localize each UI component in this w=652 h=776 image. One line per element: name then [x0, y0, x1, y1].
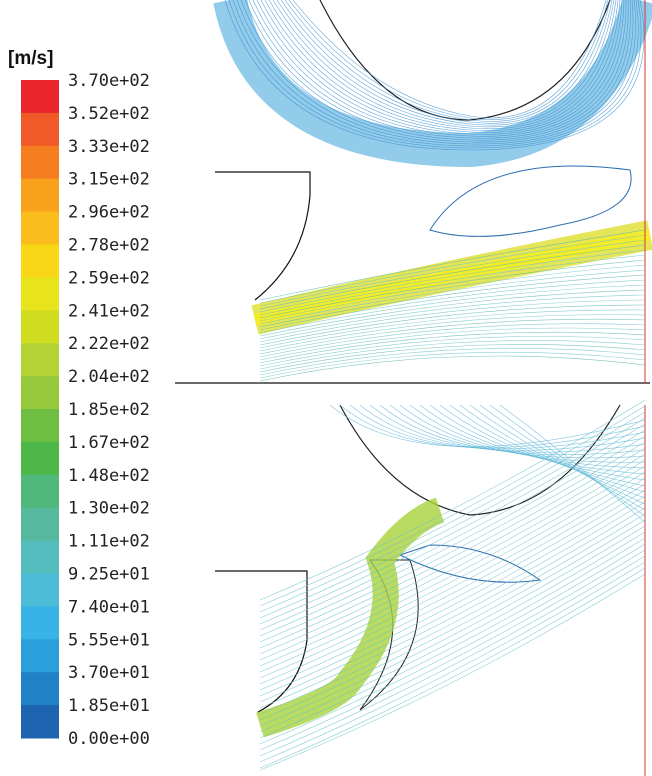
- color-band: [21, 113, 59, 146]
- streamline: [260, 336, 645, 366]
- color-band: [21, 343, 59, 376]
- color-band: [21, 606, 59, 639]
- colorbar-label: 5.55e+01: [68, 630, 150, 650]
- color-band: [21, 376, 59, 409]
- color-band: [21, 80, 59, 113]
- colorbar-label: 7.40e+01: [68, 597, 150, 617]
- streamline: [260, 484, 645, 684]
- colorbar-label: 2.59e+02: [68, 268, 150, 288]
- color-band: [21, 179, 59, 212]
- color-band: [21, 541, 59, 574]
- streamline: [260, 478, 645, 678]
- streamline: [420, 405, 645, 474]
- color-band: [21, 212, 59, 245]
- streamline: [260, 412, 645, 612]
- streamline: [260, 574, 645, 770]
- color-band: [21, 705, 59, 738]
- streamline: [260, 406, 645, 606]
- streamline: [490, 405, 645, 516]
- colorbar-label: 2.96e+02: [68, 203, 150, 223]
- streamline: [260, 356, 645, 381]
- streamline: [410, 405, 645, 468]
- colorbar-label: 3.15e+02: [68, 170, 150, 190]
- colorbar-label: 9.25e+01: [68, 565, 150, 585]
- colorbar-label: 3.52e+02: [68, 104, 150, 124]
- streamline: [260, 550, 645, 750]
- streamline: [260, 430, 645, 630]
- colorbar-label: 1.48e+02: [68, 466, 150, 486]
- streamline: [260, 508, 645, 708]
- colorbar-label: 2.41e+02: [68, 301, 150, 321]
- color-band: [21, 639, 59, 672]
- color-band: [21, 574, 59, 607]
- colorbar-label: 0.00e+00: [68, 729, 150, 749]
- colorbar-label: 2.78e+02: [68, 236, 150, 256]
- streamline: [260, 562, 645, 762]
- color-band: [21, 146, 59, 179]
- colorbar: 3.70e+02 3.52e+02 3.33e+02 3.15e+02 2.96e+02…: [21, 71, 150, 749]
- streamline: [260, 418, 645, 618]
- color-band: [21, 442, 59, 475]
- streamline: [260, 490, 645, 690]
- colorbar-label: 1.30e+02: [68, 499, 150, 519]
- colorbar-label: 1.67e+02: [68, 433, 150, 453]
- color-band: [21, 310, 59, 343]
- colorbar-label: 2.22e+02: [68, 334, 150, 354]
- colorbar-label: 3.33e+02: [68, 137, 150, 157]
- streamline: [260, 556, 645, 756]
- streamline: [260, 352, 645, 378]
- color-band: [21, 508, 59, 541]
- streamline: [260, 502, 645, 702]
- flow-field: [175, 0, 650, 776]
- colorbar-label: 3.70e+02: [68, 71, 150, 91]
- colorbar-label: 1.11e+02: [68, 532, 150, 552]
- color-band: [21, 475, 59, 508]
- colorbar-label: 1.85e+01: [68, 696, 150, 716]
- streamline: [260, 436, 645, 636]
- streamline: [500, 405, 645, 522]
- colorbar-label: 3.70e+01: [68, 663, 150, 683]
- colorbar-unit: [m/s]: [8, 48, 53, 69]
- color-band: [21, 409, 59, 442]
- wall: [340, 405, 620, 515]
- color-band: [21, 672, 59, 705]
- streamline: [260, 496, 645, 696]
- streamline: [260, 514, 645, 714]
- colorbar-label: 2.04e+02: [68, 367, 150, 387]
- colorbar-label: 1.85e+02: [68, 400, 150, 420]
- figure: [m/s] 3.70e+02 3.52e+02 3.33e+02 3.15e+02 2.…: [0, 0, 652, 776]
- recirculation: [430, 166, 631, 236]
- streamline: [260, 568, 645, 768]
- color-band: [21, 277, 59, 310]
- color-band: [21, 245, 59, 278]
